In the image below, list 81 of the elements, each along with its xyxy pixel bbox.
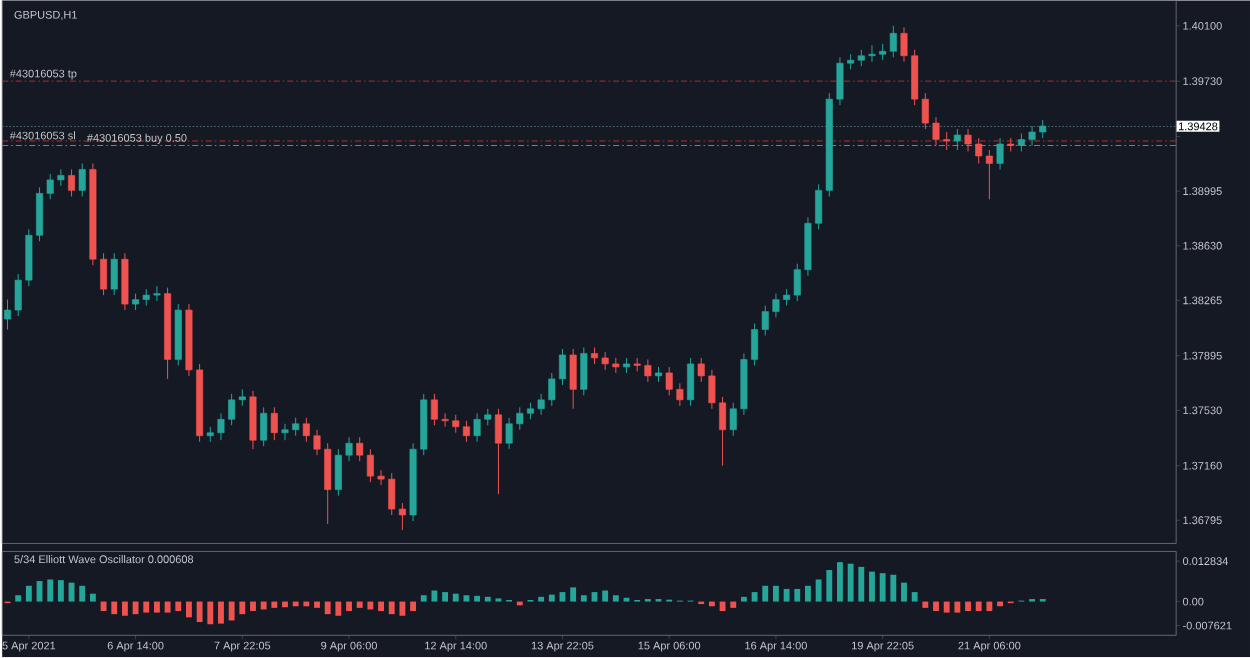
bar (442, 592, 449, 602)
bar (271, 601, 278, 609)
bar (869, 571, 875, 602)
candlestick (260, 407, 268, 448)
bar (943, 601, 950, 613)
bar (143, 601, 150, 613)
bar (463, 595, 470, 602)
candlestick (687, 357, 695, 407)
bar (431, 590, 438, 602)
candlestick (569, 348, 577, 410)
bar (975, 601, 982, 612)
bar (399, 601, 406, 617)
bar (901, 583, 907, 602)
bar (15, 595, 22, 602)
bar (196, 601, 203, 623)
bar (324, 601, 331, 615)
bar (548, 595, 555, 602)
candlestick (494, 408, 502, 495)
bar (164, 601, 171, 613)
bar (47, 579, 54, 602)
bar (410, 601, 416, 612)
bar (132, 601, 139, 615)
bar (378, 601, 384, 612)
bar (559, 592, 566, 602)
bar (239, 601, 246, 615)
bar (89, 594, 96, 602)
bar (207, 601, 214, 625)
bar (100, 601, 107, 612)
bar (837, 562, 843, 602)
bar (452, 594, 459, 602)
candlestick (270, 407, 278, 442)
bar (890, 575, 897, 602)
candlestick (249, 390, 257, 451)
bar (346, 601, 352, 612)
bar (794, 589, 801, 602)
bar (335, 601, 342, 617)
bar (762, 586, 769, 602)
bar (602, 590, 609, 602)
bar (922, 601, 929, 609)
bar (175, 601, 182, 612)
bar (250, 601, 256, 612)
bar (420, 595, 427, 602)
bar (57, 580, 64, 602)
bar (612, 595, 619, 602)
bar (965, 601, 971, 612)
bar (580, 595, 587, 602)
bar (911, 592, 918, 602)
bar (356, 601, 363, 609)
candlestick (110, 253, 118, 296)
bar (805, 586, 811, 602)
bar (79, 586, 86, 602)
bar (25, 586, 32, 602)
bar (282, 601, 288, 608)
bar (933, 601, 939, 612)
bar (570, 587, 577, 602)
bar (858, 567, 865, 602)
candlestick (121, 253, 129, 311)
bar (826, 570, 833, 602)
bar (772, 586, 779, 602)
bar (751, 592, 758, 602)
bar (474, 596, 481, 602)
bar (186, 601, 192, 618)
bar (847, 564, 854, 602)
bar (879, 573, 886, 602)
bar (154, 601, 160, 613)
bar (314, 601, 320, 609)
bar (815, 579, 822, 602)
bar (111, 601, 118, 615)
bar (218, 601, 224, 624)
bar (260, 601, 267, 610)
candlestick (580, 347, 588, 397)
bar (228, 601, 235, 621)
candlestick (68, 169, 76, 198)
candlestick (78, 163, 86, 198)
bar (954, 601, 961, 613)
bar (986, 601, 993, 612)
bar (388, 601, 395, 615)
bar (730, 601, 737, 609)
bar (121, 601, 128, 617)
bar (783, 589, 790, 602)
bar (367, 601, 374, 610)
